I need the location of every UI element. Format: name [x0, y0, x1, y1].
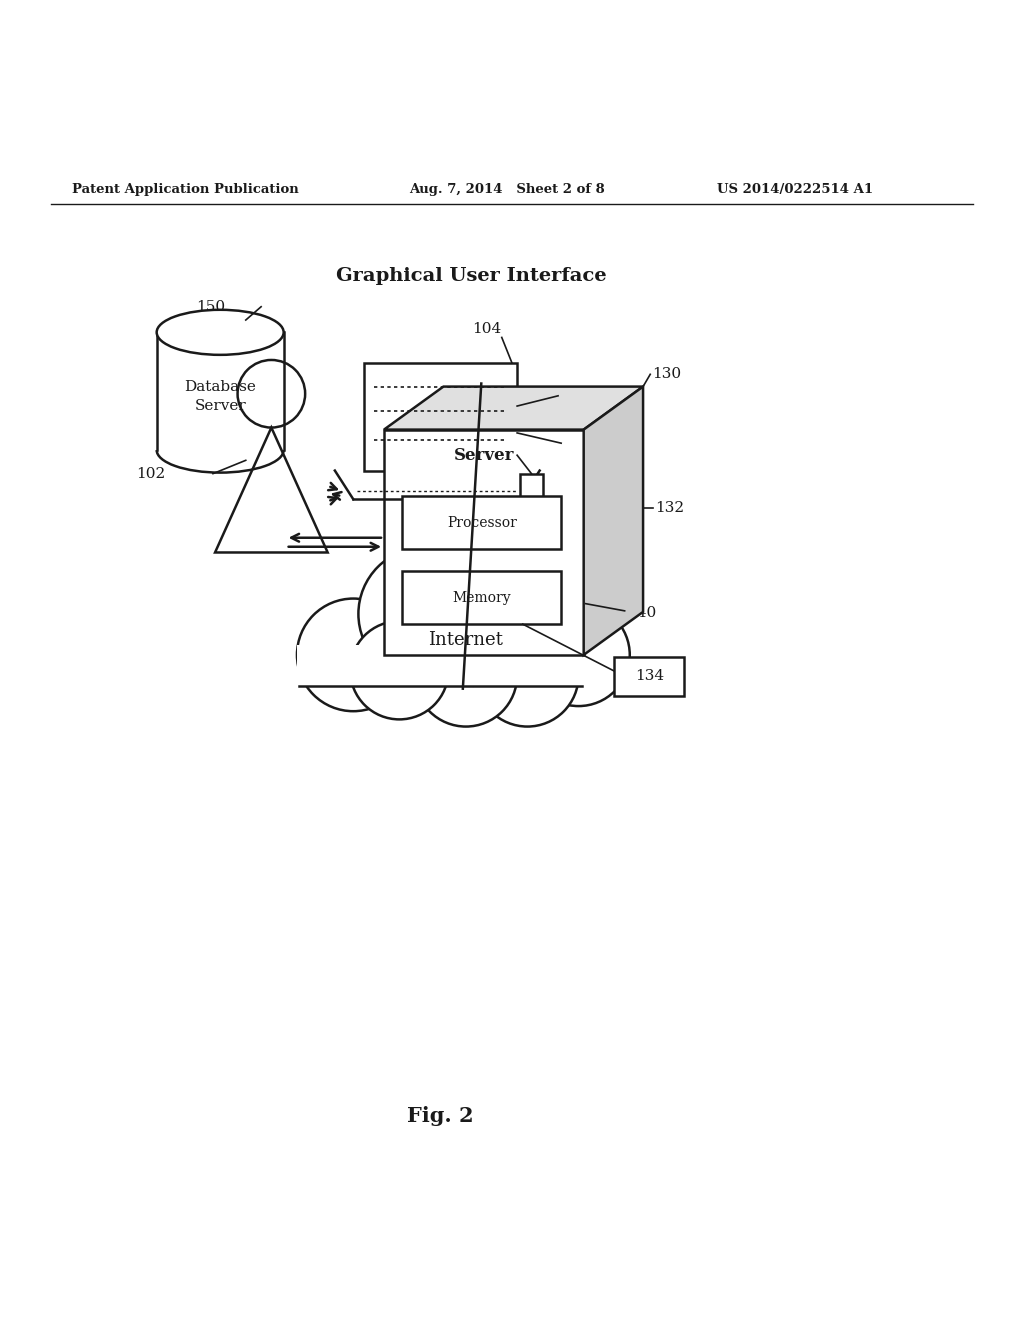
Text: Graphical User Interface: Graphical User Interface	[336, 267, 606, 285]
Ellipse shape	[157, 310, 284, 355]
Circle shape	[445, 548, 579, 681]
Text: Processor: Processor	[446, 516, 517, 529]
Text: Database
Server: Database Server	[184, 380, 256, 413]
Text: 107b: 107b	[477, 444, 516, 457]
Text: 140: 140	[627, 606, 656, 620]
Text: 150: 150	[197, 300, 225, 314]
Circle shape	[527, 603, 630, 706]
Circle shape	[358, 548, 492, 681]
Text: US 2014/0222514 A1: US 2014/0222514 A1	[717, 183, 872, 197]
Text: 100,108: 100,108	[563, 438, 627, 453]
Text: Patent Application Publication: Patent Application Publication	[72, 183, 298, 197]
Bar	[384, 429, 584, 655]
Bar	[157, 333, 284, 450]
Text: Internet: Internet	[428, 631, 504, 648]
Text: Server: Server	[454, 446, 514, 463]
Bar	[520, 474, 543, 508]
Bar	[364, 363, 517, 470]
Circle shape	[415, 624, 517, 726]
Text: 130: 130	[652, 367, 681, 381]
Circle shape	[476, 624, 579, 726]
Circle shape	[297, 598, 410, 711]
Polygon shape	[584, 387, 643, 655]
Text: Memory: Memory	[453, 590, 511, 605]
Text: 134: 134	[635, 669, 664, 684]
Text: 104: 104	[472, 322, 501, 337]
Text: 107a: 107a	[551, 458, 589, 473]
Text: 106: 106	[561, 389, 591, 403]
Bar	[402, 572, 561, 624]
Bar	[614, 657, 684, 696]
Text: 132: 132	[655, 502, 684, 515]
Circle shape	[350, 622, 449, 719]
Bar	[402, 496, 561, 549]
Text: Aug. 7, 2014   Sheet 2 of 8: Aug. 7, 2014 Sheet 2 of 8	[410, 183, 605, 197]
Text: Fig. 2: Fig. 2	[407, 1106, 474, 1126]
Text: 102: 102	[136, 467, 166, 480]
Bar	[297, 644, 584, 685]
Polygon shape	[384, 387, 643, 429]
